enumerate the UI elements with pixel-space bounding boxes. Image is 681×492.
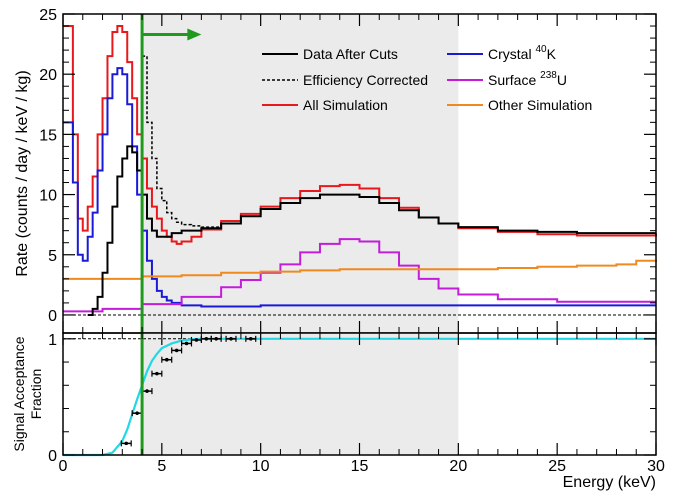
analysis-region-shading [142,14,459,333]
acceptance-panel: 01 0 5 10 15 20 25 30 Signal Acceptance Fracti… [11,332,665,491]
rate-ytick-label: 20 [39,67,57,84]
acceptance-ytick-label: 1 [48,332,57,349]
legend: Data After Cuts Efficiency Corrected All… [262,44,592,113]
energy-xtick-label: 10 [252,458,270,475]
rate-ytick-label: 10 [39,188,57,205]
energy-xtick-label: 30 [647,458,665,475]
series-line-data-after-cuts [87,145,656,316]
acceptance-series-group [63,335,656,457]
acceptance-point [174,348,179,353]
legend-k40-suffix: K [547,46,557,62]
legend-label-other-simulation: Other Simulation [488,97,592,113]
acceptance-point [194,338,199,342]
acceptance-point [248,337,253,341]
series-line-other-simulation [63,259,657,280]
rate-ytick-label: 0 [48,308,57,325]
acceptance-point [145,389,149,393]
series-line-all-simulation [63,25,657,245]
legend-u238-prefix: Surface [488,72,540,88]
energy-xtick-label: 0 [59,458,68,475]
series-line-efficiency-corrected [142,55,222,228]
acceptance-axis-tick-labels: 01 [48,332,57,465]
acceptance-y-axis-title-line1: Signal Acceptance [11,336,27,451]
acceptance-point [124,441,129,446]
legend-k40-prefix: Crystal [488,46,535,62]
series-line-surface-238u [63,238,656,313]
rate-ytick-label: 5 [48,248,57,265]
acceptance-point [164,357,169,362]
legend-label-surface-u238: Surface 238U [488,70,567,88]
rate-y-axis-title: Rate (counts / day / keV / kg) [14,70,31,276]
legend-label-data: Data After Cuts [303,46,398,62]
rate-axis-ticks [62,13,657,333]
legend-label-efficiency: Efficiency Corrected [303,72,428,88]
legend-label-all-simulation: All Simulation [303,97,388,113]
acceptance-point [229,337,233,341]
acceptance-y-axis-title-line2: Fraction [28,369,44,420]
energy-xtick-label: 5 [157,458,166,475]
acceptance-ytick-label: 0 [48,448,57,465]
legend-label-crystal-k40: Crystal 40K [488,44,557,62]
acceptance-region-shading [142,333,459,455]
acceptance-point [135,411,139,415]
energy-axis-tick-labels: 0 5 10 15 20 25 30 [59,458,665,475]
acceptance-point [155,371,159,376]
energy-xtick-label: 15 [351,458,369,475]
legend-u238-suffix: U [557,72,567,88]
acceptance-point [184,341,189,346]
rate-ytick-label: 15 [39,127,57,144]
series-line-crystal-40k [63,67,656,308]
energy-xtick-label: 25 [548,458,566,475]
rate-panel: 0 5 10 15 20 25 Rate (counts / day / keV / kg… [14,7,657,334]
acceptance-point [214,337,218,341]
rate-series-group [63,25,657,316]
threshold-arrow-head [187,28,202,41]
acceptance-point [204,337,209,341]
rate-ytick-label: 25 [39,7,57,24]
rate-axis-tick-labels: 0 5 10 15 20 25 [39,7,57,325]
energy-xtick-label: 20 [449,458,467,475]
legend-k40-sup: 40 [535,44,547,55]
acceptance-axis-ticks [62,333,657,456]
energy-x-axis-title: Energy (keV) [563,474,656,491]
legend-u238-sup: 238 [540,70,557,81]
